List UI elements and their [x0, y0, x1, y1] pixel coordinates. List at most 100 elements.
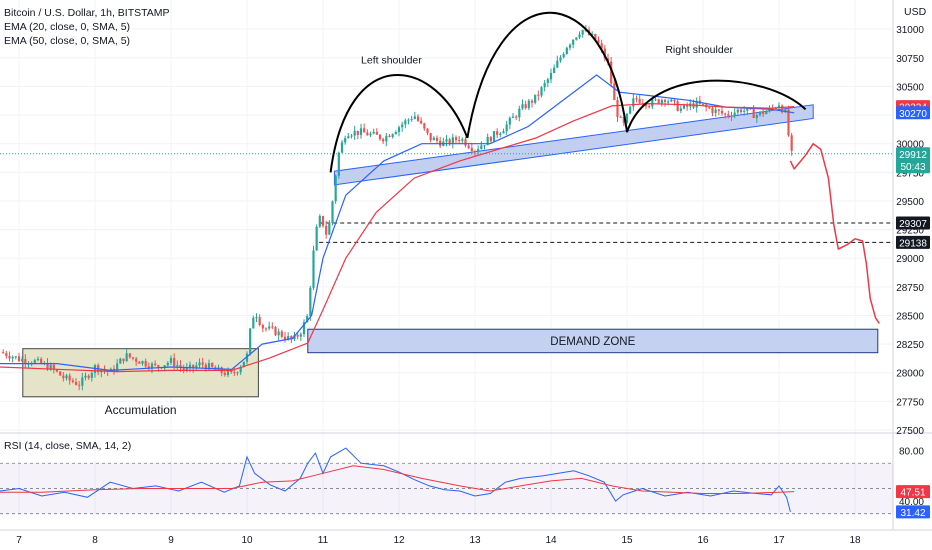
candle-body: [157, 365, 160, 368]
candle-body: [701, 103, 705, 105]
grid-lines: [0, 0, 893, 520]
candle-body: [404, 120, 407, 125]
time-tick-label: 16: [697, 535, 709, 546]
candle-body: [483, 145, 486, 147]
candle-body: [714, 109, 717, 113]
candle-body: [695, 100, 698, 108]
candle-body: [296, 334, 299, 337]
candle-body: [359, 128, 363, 135]
candle-body: [638, 98, 641, 104]
candle-body: [65, 375, 68, 379]
candle-body: [103, 369, 106, 371]
accumulation-label: Accumulation: [105, 403, 177, 417]
candle-body: [125, 353, 128, 362]
candle-body: [762, 111, 765, 115]
candle-body: [752, 109, 755, 119]
price-label: 30270: [896, 106, 930, 120]
candle-body: [575, 37, 578, 40]
candle-body: [24, 358, 27, 364]
candle-body: [492, 131, 496, 142]
time-tick-label: 17: [773, 535, 785, 546]
candle-body: [17, 356, 21, 362]
ema50-legend[interactable]: EMA (50, close, 0, SMA, 5): [4, 35, 131, 47]
candle-body: [385, 135, 388, 142]
pattern-label: Left shoulder: [361, 55, 422, 67]
candle-body: [524, 104, 527, 109]
price-label: 29307: [896, 216, 930, 230]
candle-body: [461, 139, 464, 141]
candle-body: [325, 225, 328, 235]
candle-body: [727, 114, 730, 116]
candle-body: [378, 134, 382, 140]
candle-body: [467, 145, 470, 148]
candle-body: [537, 94, 540, 96]
candle-body: [258, 317, 261, 325]
pattern-label: Right shoulder: [665, 44, 733, 56]
price-tick-label: 30500: [896, 82, 924, 93]
candle-body: [173, 358, 176, 367]
candle-body: [176, 365, 179, 367]
candle-body: [182, 367, 185, 370]
candle-body: [211, 363, 214, 368]
candle-body: [505, 124, 508, 132]
symbol-title[interactable]: Bitcoin / U.S. Dollar, 1h, BITSTAMP: [4, 7, 170, 19]
candle-body: [87, 375, 90, 378]
price-label-bg: [896, 216, 930, 230]
candle-body: [350, 135, 353, 137]
time-tick-label: 14: [545, 535, 557, 546]
candle-body: [682, 104, 686, 109]
candle-body: [169, 358, 173, 363]
candle-body: [426, 128, 429, 134]
candle-body: [356, 130, 359, 135]
candle-body: [774, 108, 777, 110]
candle-body: [625, 113, 629, 123]
candle-body: [578, 34, 581, 38]
candle-body: [255, 317, 258, 319]
candle-body: [8, 356, 11, 359]
rsi-value-label: 47.51: [896, 485, 930, 499]
demand-zone-box: [307, 328, 879, 354]
currency-label: USD: [904, 6, 927, 18]
time-tick-label: 9: [168, 535, 174, 546]
candle-body: [581, 30, 584, 35]
price-label-text: 30270: [899, 109, 927, 120]
price-tick-label: 31000: [896, 25, 924, 36]
candle-body: [515, 116, 518, 118]
candle-body: [46, 362, 49, 370]
candle-body: [62, 375, 65, 379]
candle-body: [619, 116, 622, 118]
candle-body: [527, 100, 530, 109]
candle-body: [207, 363, 211, 370]
candle-body: [644, 103, 648, 107]
demand-zone-label: DEMAND ZONE: [550, 336, 635, 348]
candle-body: [2, 352, 5, 354]
candle-body: [5, 353, 8, 357]
candle-body: [366, 132, 369, 136]
rsi-legend[interactable]: RSI (14, close, SMA, 14, 2): [4, 440, 132, 452]
candle-body: [648, 106, 651, 108]
time-tick-label: 8: [92, 535, 98, 546]
candle-body: [401, 124, 404, 128]
candle-body: [499, 133, 502, 135]
rsi-value-text: 31.42: [900, 508, 925, 519]
candle-body: [416, 116, 420, 121]
candle-body: [667, 101, 670, 103]
candle-body: [347, 136, 350, 139]
ema20-legend[interactable]: EMA (20, close, 0, SMA, 5): [4, 21, 131, 33]
candle-body: [518, 108, 521, 118]
candle-body: [249, 328, 252, 354]
candle-body: [670, 99, 673, 102]
time-tick-label: 10: [241, 535, 253, 546]
candle-body: [33, 360, 36, 364]
candle-body: [423, 123, 426, 129]
candle-body: [568, 44, 572, 48]
candle-body: [236, 372, 239, 374]
price-label: 29138: [896, 235, 930, 249]
candle-body: [622, 116, 625, 123]
candle-body: [138, 361, 141, 364]
candle-body: [597, 39, 600, 44]
candle-body: [299, 334, 302, 337]
candle-body: [334, 175, 337, 202]
candle-body: [312, 250, 315, 288]
